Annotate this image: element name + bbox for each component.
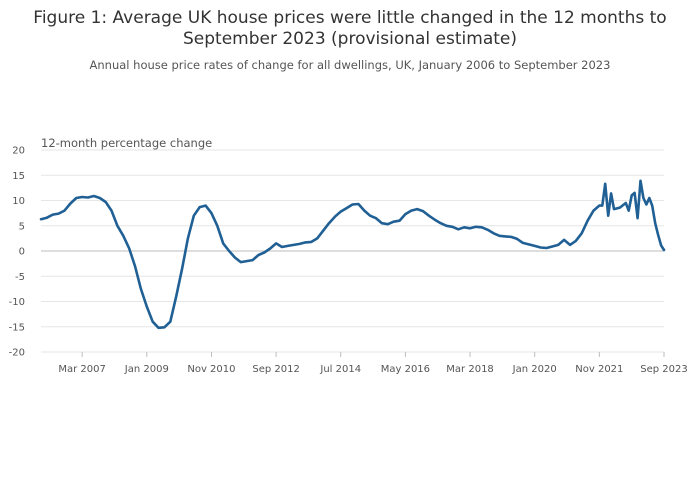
y-tick-label: 10 bbox=[12, 196, 25, 207]
y-tick-label: -10 bbox=[9, 297, 25, 308]
x-tick-label: Jul 2014 bbox=[319, 364, 361, 375]
y-tick-label: -15 bbox=[9, 322, 25, 333]
series-line bbox=[39, 179, 666, 330]
x-tick-label: Jan 2020 bbox=[512, 364, 557, 375]
x-tick-label: Jan 2009 bbox=[124, 364, 169, 375]
y-tick-label: 15 bbox=[12, 171, 25, 182]
y-tick-label: -5 bbox=[15, 272, 25, 283]
x-tick-label: Mar 2007 bbox=[58, 364, 106, 375]
y-axis-ticks: 20 15 10 5 0 -5 -10 -15 -20 bbox=[9, 146, 25, 359]
series-lines bbox=[39, 179, 666, 330]
x-tick-label: Mar 2018 bbox=[446, 364, 494, 375]
x-tick-label: Sep 2023 bbox=[640, 364, 687, 375]
chart-subtitle: Annual house price rates of change for a… bbox=[89, 58, 611, 72]
x-tick-label: Sep 2012 bbox=[252, 364, 299, 375]
x-tick-label: Nov 2021 bbox=[575, 364, 623, 375]
x-tick-label: Nov 2010 bbox=[187, 364, 235, 375]
chart-title: Figure 1: Average UK house prices were l… bbox=[33, 8, 667, 49]
x-tick-label: May 2016 bbox=[381, 364, 430, 375]
y-axis-label: 12-month percentage change bbox=[41, 136, 213, 150]
y-tick-label: 0 bbox=[19, 247, 25, 258]
gridlines bbox=[41, 149, 664, 353]
y-tick-label: 5 bbox=[19, 221, 25, 232]
y-tick-label: 20 bbox=[12, 146, 25, 157]
y-tick-label: -20 bbox=[9, 348, 25, 359]
x-axis-ticks: Mar 2007 Jan 2009 Nov 2010 Sep 2012 Jul 2014… bbox=[58, 352, 688, 375]
